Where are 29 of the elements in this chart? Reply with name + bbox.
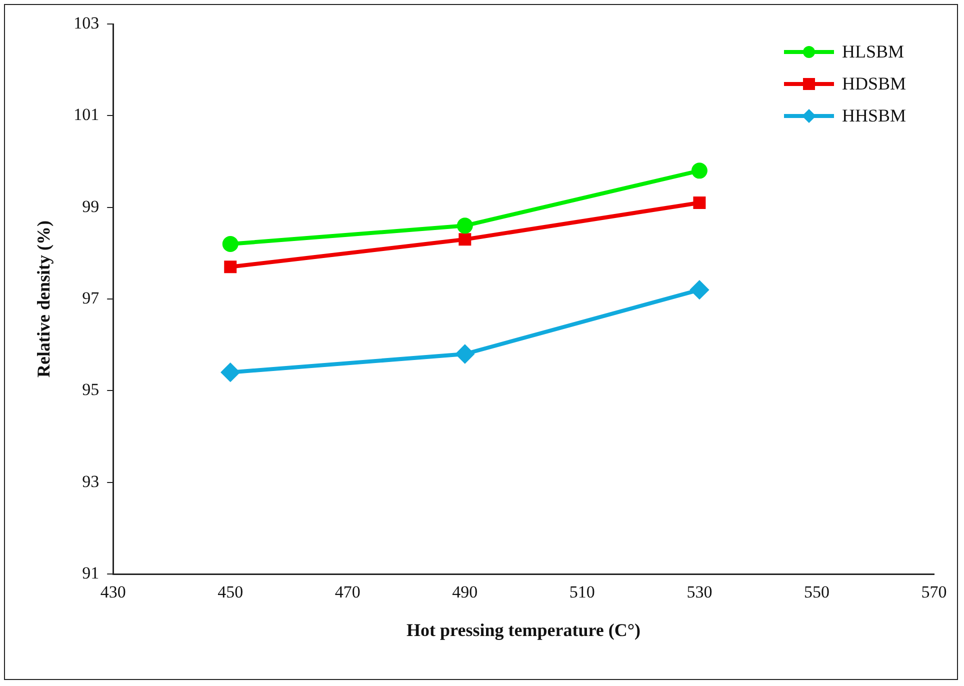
point bbox=[693, 196, 706, 209]
point bbox=[456, 218, 473, 234]
point bbox=[222, 236, 238, 252]
legend-label: HDSBM bbox=[842, 74, 906, 94]
x-tick-label: 550 bbox=[804, 582, 830, 602]
point bbox=[456, 345, 474, 363]
y-tick-label: 91 bbox=[82, 563, 100, 582]
x-tick-label: 570 bbox=[921, 582, 947, 602]
legend-label: HHSBM bbox=[842, 106, 906, 126]
y-tick-label: 93 bbox=[82, 472, 100, 491]
y-tick-label: 103 bbox=[74, 13, 100, 32]
x-axis-title: Hot pressing temperature (C°) bbox=[406, 620, 641, 640]
x-tick-label: 530 bbox=[686, 582, 712, 602]
y-tick-label: 97 bbox=[82, 288, 100, 308]
y-tick-label: 99 bbox=[82, 196, 100, 216]
x-tick-label: 470 bbox=[334, 582, 360, 602]
point bbox=[221, 363, 240, 382]
legend-label: HLSBM bbox=[842, 42, 904, 62]
point bbox=[690, 280, 708, 299]
point bbox=[458, 233, 472, 246]
point bbox=[691, 162, 708, 179]
x-tick-label: 510 bbox=[569, 582, 595, 602]
y-tick-label: 101 bbox=[74, 105, 100, 124]
x-tick-label: 490 bbox=[452, 582, 478, 602]
x-tick-label: 430 bbox=[100, 582, 126, 602]
y-tick-label: 95 bbox=[82, 380, 100, 400]
y-axis-title: Relative density (%) bbox=[33, 220, 54, 378]
x-tick-label: 450 bbox=[218, 582, 244, 602]
point bbox=[224, 260, 237, 274]
